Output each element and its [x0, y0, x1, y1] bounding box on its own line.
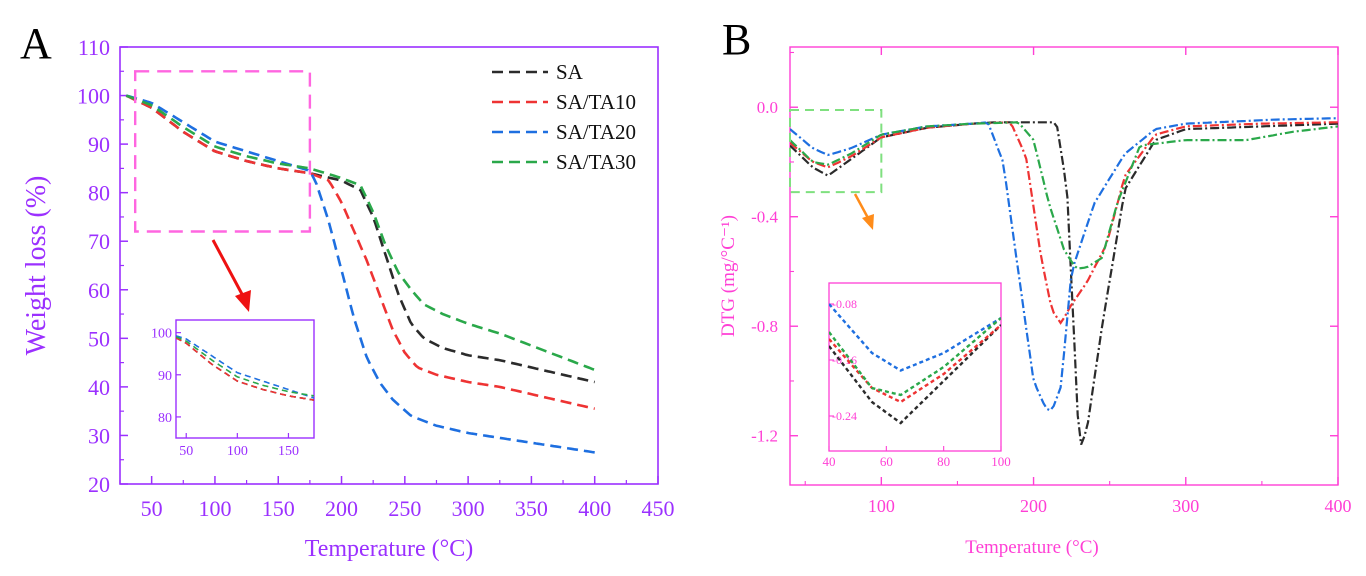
inset-y-tick-label-1: -0.16: [832, 353, 857, 367]
inset-x-tick-label-50: 50: [179, 444, 193, 459]
panel-a-inset: 80 90 100 50 100 150: [151, 319, 315, 459]
inset-b-series-sa: [829, 324, 1001, 425]
panel-a-series-sa-ta10: [125, 94, 595, 410]
inset-frame: [828, 282, 1002, 452]
inset-y-tick-label-90: 90: [158, 369, 172, 384]
x-tick-label-200: 200: [1020, 496, 1047, 516]
panel-b-chart: 0.0 -0.4 -0.8 -1.2 100 200 300 400 Temperature (…: [718, 46, 1352, 558]
zoom-arrow-head: [862, 214, 874, 230]
y-tick-label-50: 50: [88, 326, 110, 351]
inset-x-tick-label-100: 100: [227, 444, 248, 459]
y-tick-label-0: 0.0: [757, 98, 778, 117]
inset-x-tick-label-40: 40: [823, 454, 836, 469]
panel-label-a: A: [20, 19, 52, 68]
y-tick-label-70: 70: [88, 229, 110, 254]
y-axis-label: Weight loss (%): [21, 176, 52, 356]
inset-a-series-sa-ta30: [176, 336, 314, 397]
x-tick-label-400: 400: [1325, 496, 1352, 516]
x-tick-label-100: 100: [868, 496, 895, 516]
inset-y-tick-label-2: -0.24: [832, 409, 857, 423]
inset-b-series-sa-ta10: [829, 324, 1001, 404]
y-tick-label-100: 100: [77, 84, 110, 109]
y-tick-label-80: 80: [88, 181, 110, 206]
x-tick-label-400: 400: [578, 496, 611, 521]
x-tick-label-200: 200: [325, 496, 358, 521]
legend-label-0: SA: [556, 60, 584, 84]
inset-x-tick-label-80: 80: [937, 454, 950, 469]
x-tick-label-150: 150: [262, 496, 295, 521]
inset-b-series-sa-ta20: [829, 303, 1001, 372]
x-axis-label: Temperature (°C): [965, 537, 1098, 558]
y-axis-label: DTG (mg/°C⁻¹): [718, 215, 739, 337]
zoom-arrow-head: [235, 290, 251, 312]
inset-b-series-sa-ta30: [829, 317, 1001, 397]
y-tick-label-3: -1.2: [751, 427, 778, 446]
y-tick-label-2: -0.8: [751, 317, 778, 336]
inset-x-tick-label-150: 150: [278, 444, 299, 459]
y-tick-label-90: 90: [88, 132, 110, 157]
inset-y-tick-label-0: -0.08: [832, 297, 857, 311]
zoom-arrow: [211, 239, 245, 297]
x-tick-label-100: 100: [198, 496, 231, 521]
inset-x-tick-label-60: 60: [880, 454, 893, 469]
inset-a-series-sa-ta10: [176, 337, 314, 401]
legend-label-1: SA/TA10: [556, 90, 636, 114]
y-tick-label-20: 20: [88, 472, 110, 497]
panel-a-series-sa-ta30: [125, 94, 596, 372]
inset-a-series-sa-ta20: [176, 335, 314, 399]
x-tick-label-300: 300: [452, 496, 485, 521]
zoom-arrow: [853, 193, 870, 219]
panel-label-b: B: [722, 15, 751, 64]
legend-label-2: SA/TA20: [556, 120, 636, 144]
x-tick-label-250: 250: [388, 496, 421, 521]
panel-b-series-sa-ta30: [790, 121, 1338, 270]
x-tick-label-350: 350: [515, 496, 548, 521]
inset-x-tick-label-100: 100: [991, 454, 1011, 469]
plot-frame: [789, 46, 1339, 486]
y-tick-label-1: -0.4: [751, 208, 778, 227]
zoom-region-box: [789, 108, 883, 194]
panel-a-series-sa-ta20: [125, 94, 595, 454]
x-tick-label-50: 50: [141, 496, 163, 521]
y-tick-label-110: 110: [78, 35, 110, 60]
inset-y-tick-label-100: 100: [151, 327, 172, 342]
panel-b-series-sa-ta10: [790, 121, 1338, 325]
legend-label-3: SA/TA30: [556, 150, 636, 174]
x-tick-label-450: 450: [642, 496, 675, 521]
panel-a-chart: 20 30 40 50 60 70 80 90 100 110 50 100 150 200 250 300 3…: [21, 35, 675, 562]
y-tick-label-60: 60: [88, 278, 110, 303]
inset-y-tick-label-80: 80: [158, 411, 172, 426]
x-axis-label: Temperature (°C): [305, 536, 474, 562]
x-tick-label-300: 300: [1172, 496, 1199, 516]
y-tick-label-30: 30: [88, 423, 110, 448]
zoom-region-box: [133, 70, 312, 233]
y-tick-label-40: 40: [88, 375, 110, 400]
panel-b-inset: -0.08 -0.16 -0.24 40 60 80 100: [823, 282, 1011, 469]
